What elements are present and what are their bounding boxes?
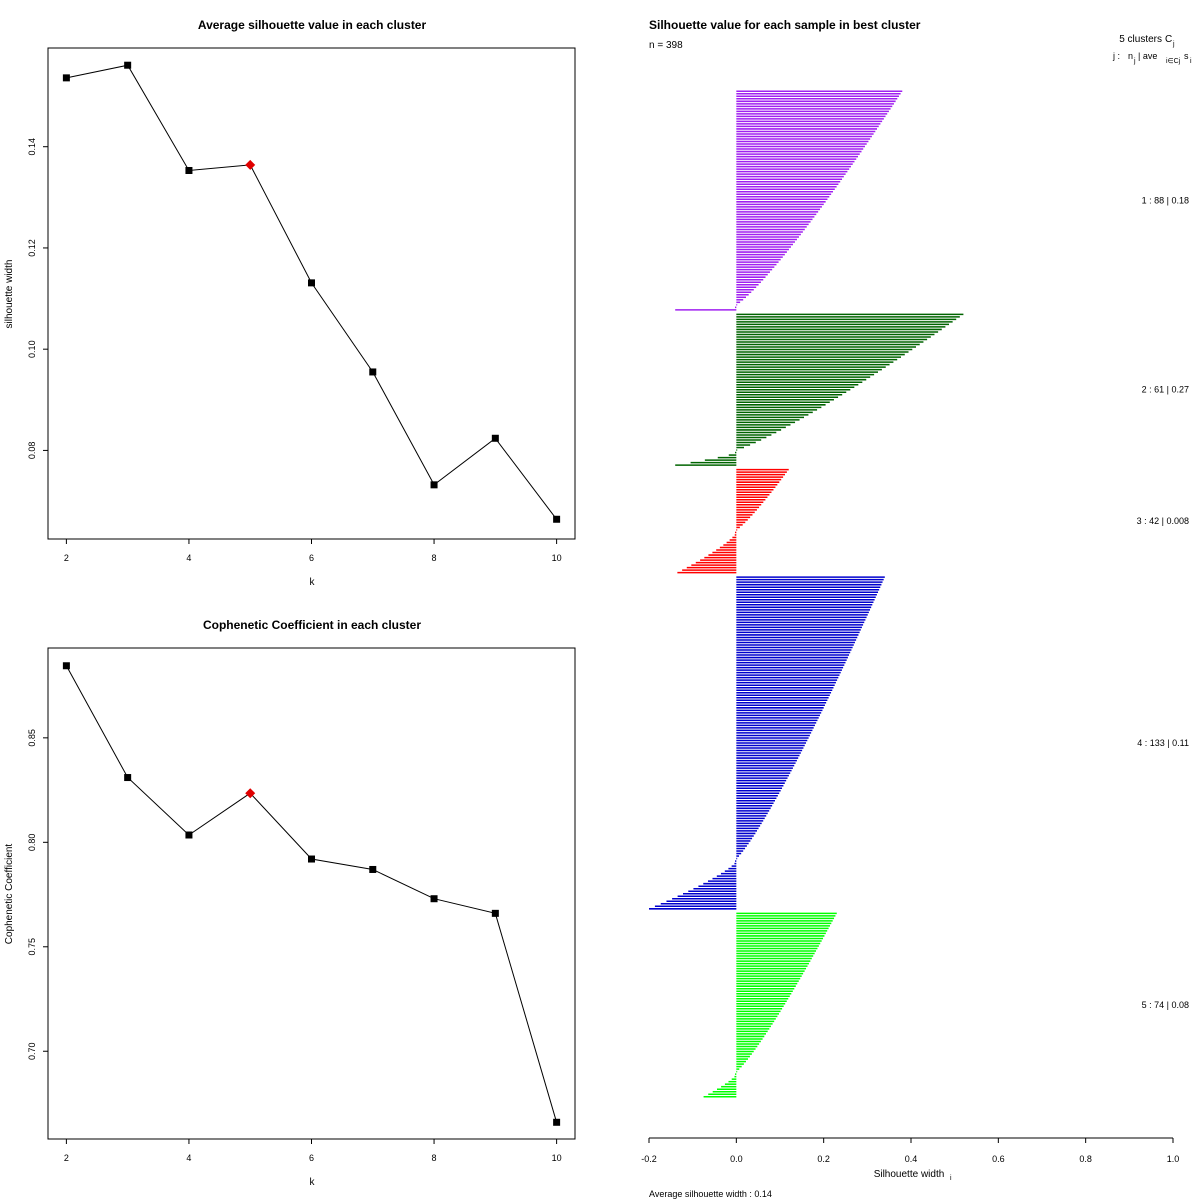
cophenetic-xtick-label: 6: [309, 1153, 314, 1163]
clusters-header: 5 clusters: [1119, 34, 1162, 45]
avg-silhouette-xtick-label: 4: [186, 553, 191, 563]
cophenetic-data-point: [185, 831, 193, 839]
silhouette-xlabel: Silhouette width: [874, 1169, 945, 1180]
cophenetic-data-point: [308, 855, 315, 863]
cophenetic-data-point: [124, 774, 132, 782]
avg-silhouette-data-point: [308, 279, 315, 287]
legend-ave: | ave: [1138, 51, 1157, 61]
legend-n-subscript: j: [1133, 58, 1136, 65]
cophenetic-xtick-label: 10: [552, 1153, 562, 1163]
silhouette-xtick-label: 0.8: [1079, 1154, 1092, 1164]
avg-silhouette-data-point: [430, 481, 438, 489]
avg-silhouette-ylabel: silhouette width: [4, 260, 15, 329]
clusters-header-symbol: C: [1165, 34, 1172, 45]
cophenetic-data-point: [62, 662, 70, 670]
avg-silhouette-xlabel: k: [310, 577, 316, 588]
avg-silhouette-data-point: [369, 368, 377, 376]
clusters-header-subscript: j: [1172, 41, 1175, 48]
avg-silhouette-panel: Average silhouette value in each cluster…: [4, 18, 576, 588]
cluster-label-2: 2 : 61 | 0.27: [1142, 385, 1189, 395]
cophenetic-ytick-label: 0.85: [27, 729, 37, 747]
silhouette-title: Silhouette value for each sample in best…: [649, 18, 921, 32]
avg-silhouette-data-point: [491, 434, 499, 442]
cluster-label-3: 3 : 42 | 0.008: [1137, 516, 1189, 526]
legend-n: n: [1128, 51, 1133, 61]
avg-silhouette-ytick-label: 0.14: [27, 138, 37, 156]
cophenetic-ytick-label: 0.70: [27, 1042, 37, 1060]
avg-silhouette-ytick-label: 0.08: [27, 442, 37, 460]
cophenetic-data-point: [369, 865, 377, 873]
cophenetic-data-point: [491, 909, 499, 917]
legend-ave-subscript: i∈Cj: [1166, 58, 1181, 65]
cophenetic-xlabel: k: [310, 1177, 316, 1188]
cophenetic-xtick-label: 8: [432, 1153, 437, 1163]
legend-s-subscript: i: [1190, 58, 1192, 65]
cluster-label-1: 1 : 88 | 0.18: [1142, 196, 1189, 206]
silhouette-xtick-label: 0.4: [905, 1154, 918, 1164]
avg-silhouette-xtick-label: 6: [309, 553, 314, 563]
silhouette-xtick-label: 0.0: [730, 1154, 743, 1164]
cophenetic-ytick-label: 0.75: [27, 938, 37, 956]
cophenetic-ylabel: Cophenetic Coefficient: [4, 844, 15, 945]
cophenetic-title: Cophenetic Coefficient in each cluster: [203, 618, 421, 632]
cophenetic-ytick-label: 0.80: [27, 834, 37, 852]
avg-silhouette-xtick-label: 10: [552, 553, 562, 563]
avg-silhouette-xtick-label: 8: [432, 553, 437, 563]
avg-silhouette-ytick-label: 0.10: [27, 340, 37, 358]
silhouette-footer: Average silhouette width : 0.14: [649, 1189, 772, 1199]
avg-silhouette-highlight-point: [245, 159, 256, 170]
avg-silhouette-xtick-label: 2: [64, 553, 69, 563]
avg-silhouette-ytick-label: 0.12: [27, 239, 37, 257]
cophenetic-xtick-label: 2: [64, 1153, 69, 1163]
avg-silhouette-data-point: [62, 74, 70, 82]
cophenetic-plot-box: [47, 647, 576, 1140]
avg-silhouette-plot-box: [47, 47, 576, 540]
cophenetic-panel: Cophenetic Coefficient in each cluster k…: [4, 618, 576, 1188]
cophenetic-xtick-label: 4: [186, 1153, 191, 1163]
silhouette-n-label: n = 398: [649, 40, 683, 51]
silhouette-xtick-label: 0.2: [817, 1154, 830, 1164]
legend-s: s: [1184, 51, 1189, 61]
cluster-label-4: 4 : 133 | 0.11: [1137, 738, 1189, 748]
cophenetic-highlight-point: [245, 788, 256, 799]
silhouette-panel: Silhouette value for each sample in best…: [641, 18, 1192, 1199]
silhouette-xlabel-subscript: i: [950, 1175, 952, 1182]
avg-silhouette-series-line: [66, 64, 557, 520]
avg-silhouette-data-point: [185, 166, 193, 174]
avg-silhouette-data-point: [553, 515, 561, 523]
cophenetic-data-point: [553, 1118, 561, 1126]
silhouette-xtick-label: 0.6: [992, 1154, 1005, 1164]
silhouette-xtick-label: -0.2: [641, 1154, 657, 1164]
avg-silhouette-data-point: [124, 61, 132, 69]
cophenetic-data-point: [430, 895, 438, 903]
legend-j: j :: [1112, 51, 1120, 61]
avg-silhouette-title: Average silhouette value in each cluster: [198, 18, 427, 32]
silhouette-xtick-label: 1.0: [1167, 1154, 1180, 1164]
cluster-label-5: 5 : 74 | 0.08: [1142, 1000, 1189, 1010]
cophenetic-series-line: [65, 665, 558, 1123]
